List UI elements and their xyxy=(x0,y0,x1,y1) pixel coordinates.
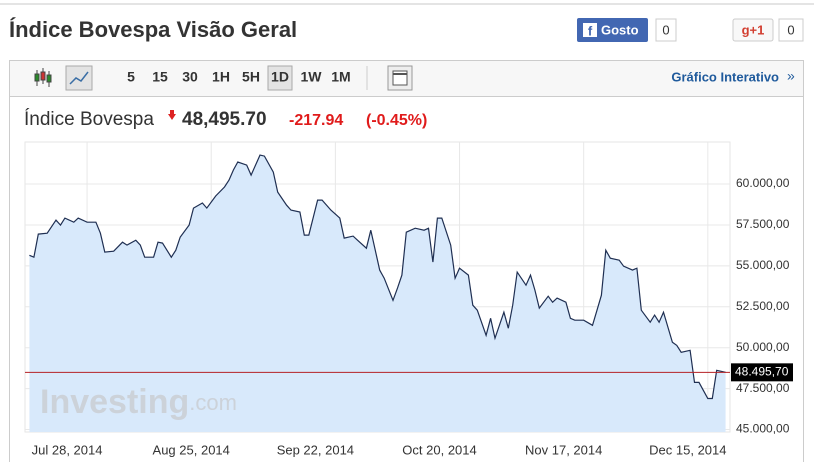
quote-change: -217.94 xyxy=(289,112,343,129)
period-button[interactable]: 1D xyxy=(271,69,289,85)
line xyxy=(29,154,726,400)
like-count: 0 xyxy=(662,22,669,37)
quote-change-pct: (-0.45%) xyxy=(366,112,427,129)
y-tick-label: 55.000,00 xyxy=(736,258,790,272)
gplus-label: g+1 xyxy=(742,22,765,37)
interactive-arrow[interactable]: » xyxy=(787,68,795,84)
watermark: Investing.com xyxy=(40,383,237,421)
last-price-label: 48.495,70 xyxy=(735,365,789,379)
area xyxy=(29,155,726,432)
period-button[interactable]: 1W xyxy=(301,69,323,85)
y-tick-label: 47.500,00 xyxy=(736,381,790,395)
x-tick-label: Sep 22, 2014 xyxy=(277,442,354,457)
x-tick-label: Jul 28, 2014 xyxy=(32,442,103,457)
line-icon[interactable] xyxy=(65,65,93,91)
like-count-box xyxy=(655,18,677,42)
period-button[interactable]: 1M xyxy=(331,69,350,85)
last-price-box xyxy=(731,363,793,382)
x-tick-label: Oct 20, 2014 xyxy=(402,442,476,457)
period-button[interactable]: 15 xyxy=(152,69,168,85)
period-active xyxy=(267,65,293,91)
fb-icon xyxy=(583,23,597,37)
x-tick-label: Dec 15, 2014 xyxy=(649,442,726,457)
quote-price: 48,495.70 xyxy=(182,109,267,130)
gplus-button[interactable] xyxy=(732,18,774,42)
interactive-link[interactable]: Gráfico Interativo xyxy=(671,69,779,84)
candle-icon[interactable] xyxy=(34,68,52,87)
gplus-count-box xyxy=(778,18,804,42)
y-tick-label: 50.000,00 xyxy=(736,340,790,354)
x-tick-label: Nov 17, 2014 xyxy=(525,442,602,457)
quote-name: Índice Bovespa xyxy=(24,109,154,130)
watermark-suffix: .com xyxy=(189,390,237,415)
periods: 5 15 30 1H 5H 1D 1W 1M xyxy=(127,69,351,85)
plot: 45.000,00 47.500,00 50.000,00 52.500,00 55.0… xyxy=(24,141,793,457)
period-button[interactable]: 1H xyxy=(212,69,230,85)
period-button[interactable]: 30 xyxy=(182,69,198,85)
line-icon-glyph xyxy=(69,71,89,85)
fb-glyph: f xyxy=(588,23,593,38)
page-title: Índice Bovespa Visão Geral xyxy=(9,17,297,42)
y-tick-label: 45.000,00 xyxy=(736,422,790,436)
gplus-count: 0 xyxy=(787,22,794,37)
watermark-brand: Investing xyxy=(40,383,189,421)
x-tick-label: Aug 25, 2014 xyxy=(153,442,230,457)
like-label: Gosto xyxy=(601,22,639,37)
period-button[interactable]: 5 xyxy=(127,69,135,85)
period-button[interactable]: 5H xyxy=(242,69,260,85)
y-tick-label: 60.000,00 xyxy=(736,176,790,190)
down-arrow xyxy=(168,110,176,120)
y-tick-label: 57.500,00 xyxy=(736,217,790,231)
y-tick-label: 52.500,00 xyxy=(736,299,790,313)
